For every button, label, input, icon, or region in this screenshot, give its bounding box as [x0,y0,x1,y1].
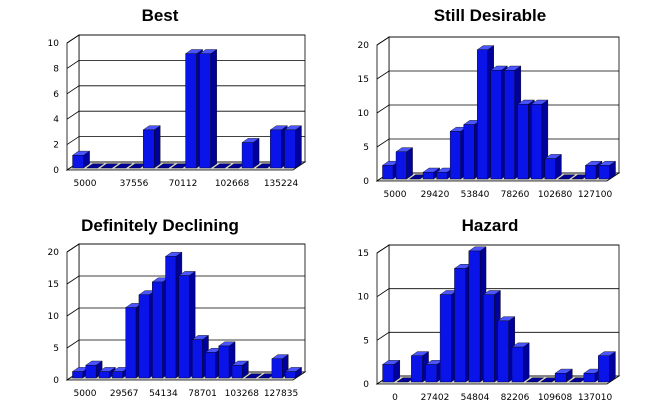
gridline [376,244,619,254]
y-tick-label: 4 [53,115,59,125]
bar [598,160,617,180]
x-tick-label: 53840 [461,190,490,200]
chart-panel-3: Hazard 0 5 10 15 0 27402 54804 82206 109608 13701… [335,216,645,411]
y-tick-label: 8 [53,64,59,74]
gridline [66,136,305,145]
bar [199,49,218,169]
bar [554,368,573,383]
chart-svg-2: 0 5 10 15 20 5000 29567 54134 78701 103268 127835 [48,243,307,399]
x-tick-label: 5000 [384,190,407,200]
x-tick-label: 54804 [461,393,490,403]
y-tick-label: 10 [48,312,60,322]
bar [511,342,530,383]
x-tick-label: 29420 [421,190,450,200]
y-tick-label: 6 [53,90,59,100]
y-tick-label: 5 [363,336,369,346]
x-tick-label: 109608 [538,393,573,403]
bar [241,138,260,169]
x-tick-label: 82206 [501,393,530,403]
y-tick-label: 2 [53,141,59,151]
gridline [66,34,305,44]
x-tick-label: 103268 [225,389,260,399]
bar [544,154,563,180]
y-tick-label: 0 [53,166,59,176]
chart-svg-1: 0 5 10 15 20 5000 29420 53840 78260 102680 127100 [358,36,621,200]
chart-panel-0: Best 0 2 4 6 8 10 5000 37556 70112 102668 135224 [10,6,310,196]
x-tick-label: 102680 [538,190,573,200]
x-tick-label: 5000 [74,179,97,189]
gridline [66,243,305,253]
chart-title: Definitely Declining [81,216,239,235]
bar [597,351,617,383]
y-tick-label: 10 [48,39,60,49]
bar [213,163,232,169]
x-tick-label: 29567 [110,389,139,399]
chart-panel-2: Definitely Declining 0 5 10 15 20 5000 29567 54… [10,216,310,411]
y-tick-label: 15 [48,280,59,290]
x-tick-label: 102668 [215,179,250,189]
bar [525,377,545,383]
bar [381,359,401,383]
y-tick-label: 5 [53,344,59,354]
bar [86,163,105,169]
gridline [376,288,619,297]
bar [283,125,303,169]
y-tick-label: 10 [358,109,370,119]
bar [156,163,175,169]
x-tick-label: 37556 [120,179,149,189]
bar [231,360,249,379]
chart-svg-3: 0 5 10 15 0 27402 54804 82206 109608 137010 [358,244,621,403]
gridline [376,70,619,80]
bar [244,373,263,379]
chart-title: Still Desirable [433,6,547,25]
y-tick-label: 0 [363,380,369,390]
x-tick-label: 0 [392,393,398,403]
chart-svg-0: 0 2 4 6 8 10 5000 37556 70112 102668 135224 [48,34,307,189]
bar [71,150,91,169]
gridline [66,339,305,349]
x-tick-label: 5000 [74,389,97,399]
x-tick-label: 70112 [169,179,198,189]
gridline [66,60,305,69]
y-tick-label: 0 [53,376,59,386]
gridline [66,307,305,317]
y-tick-label: 20 [358,41,370,51]
chart-panel-1: Still Desirable 0 5 10 15 20 5000 29420 53840 78… [335,6,645,206]
bar [395,147,414,180]
x-tick-label: 78260 [501,190,530,200]
x-tick-label: 137010 [578,393,613,403]
y-tick-label: 5 [363,143,369,153]
x-tick-label: 54134 [149,389,178,399]
x-tick-label: 78701 [188,389,217,399]
gridline [376,331,619,341]
chart-title: Best [141,6,179,25]
x-tick-label: 135224 [264,179,299,189]
y-tick-label: 0 [363,177,369,187]
bar [114,163,133,169]
y-tick-label: 10 [358,293,370,303]
gridline [66,110,305,120]
y-tick-label: 15 [358,75,369,85]
gridline [66,85,305,95]
bar [100,163,119,169]
bar [142,125,161,169]
bar [284,367,303,379]
bar [271,354,289,379]
left-wall [66,34,80,171]
x-tick-label: 127100 [578,190,613,200]
x-tick-label: 27402 [421,393,450,403]
bar [557,174,576,180]
y-tick-label: 15 [358,249,369,259]
gridline [376,36,619,46]
gridline [66,275,305,285]
x-tick-label: 127835 [264,389,298,399]
chart-title: Hazard [461,216,519,235]
y-tick-label: 20 [48,248,60,258]
